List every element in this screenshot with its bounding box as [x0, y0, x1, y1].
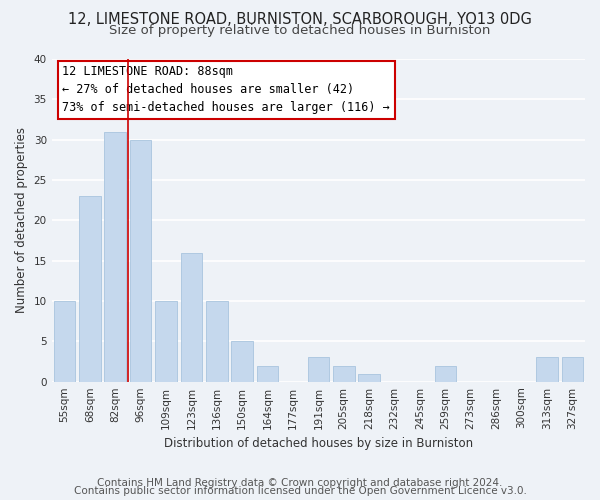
Text: Contains HM Land Registry data © Crown copyright and database right 2024.: Contains HM Land Registry data © Crown c… [97, 478, 503, 488]
Text: Size of property relative to detached houses in Burniston: Size of property relative to detached ho… [109, 24, 491, 37]
Bar [232, 342, 253, 382]
Bar [79, 196, 101, 382]
Bar [358, 374, 380, 382]
Bar [181, 252, 202, 382]
Text: Contains public sector information licensed under the Open Government Licence v3: Contains public sector information licen… [74, 486, 526, 496]
Bar [257, 366, 278, 382]
Bar [206, 301, 227, 382]
Text: 12 LIMESTONE ROAD: 88sqm
← 27% of detached houses are smaller (42)
73% of semi-d: 12 LIMESTONE ROAD: 88sqm ← 27% of detach… [62, 66, 390, 114]
Bar [130, 140, 151, 382]
Bar [536, 358, 557, 382]
Bar [155, 301, 177, 382]
Y-axis label: Number of detached properties: Number of detached properties [15, 128, 28, 314]
X-axis label: Distribution of detached houses by size in Burniston: Distribution of detached houses by size … [164, 437, 473, 450]
Bar [434, 366, 456, 382]
Bar [104, 132, 126, 382]
Bar [562, 358, 583, 382]
Bar [308, 358, 329, 382]
Bar [333, 366, 355, 382]
Text: 12, LIMESTONE ROAD, BURNISTON, SCARBOROUGH, YO13 0DG: 12, LIMESTONE ROAD, BURNISTON, SCARBOROU… [68, 12, 532, 28]
Bar [53, 301, 75, 382]
